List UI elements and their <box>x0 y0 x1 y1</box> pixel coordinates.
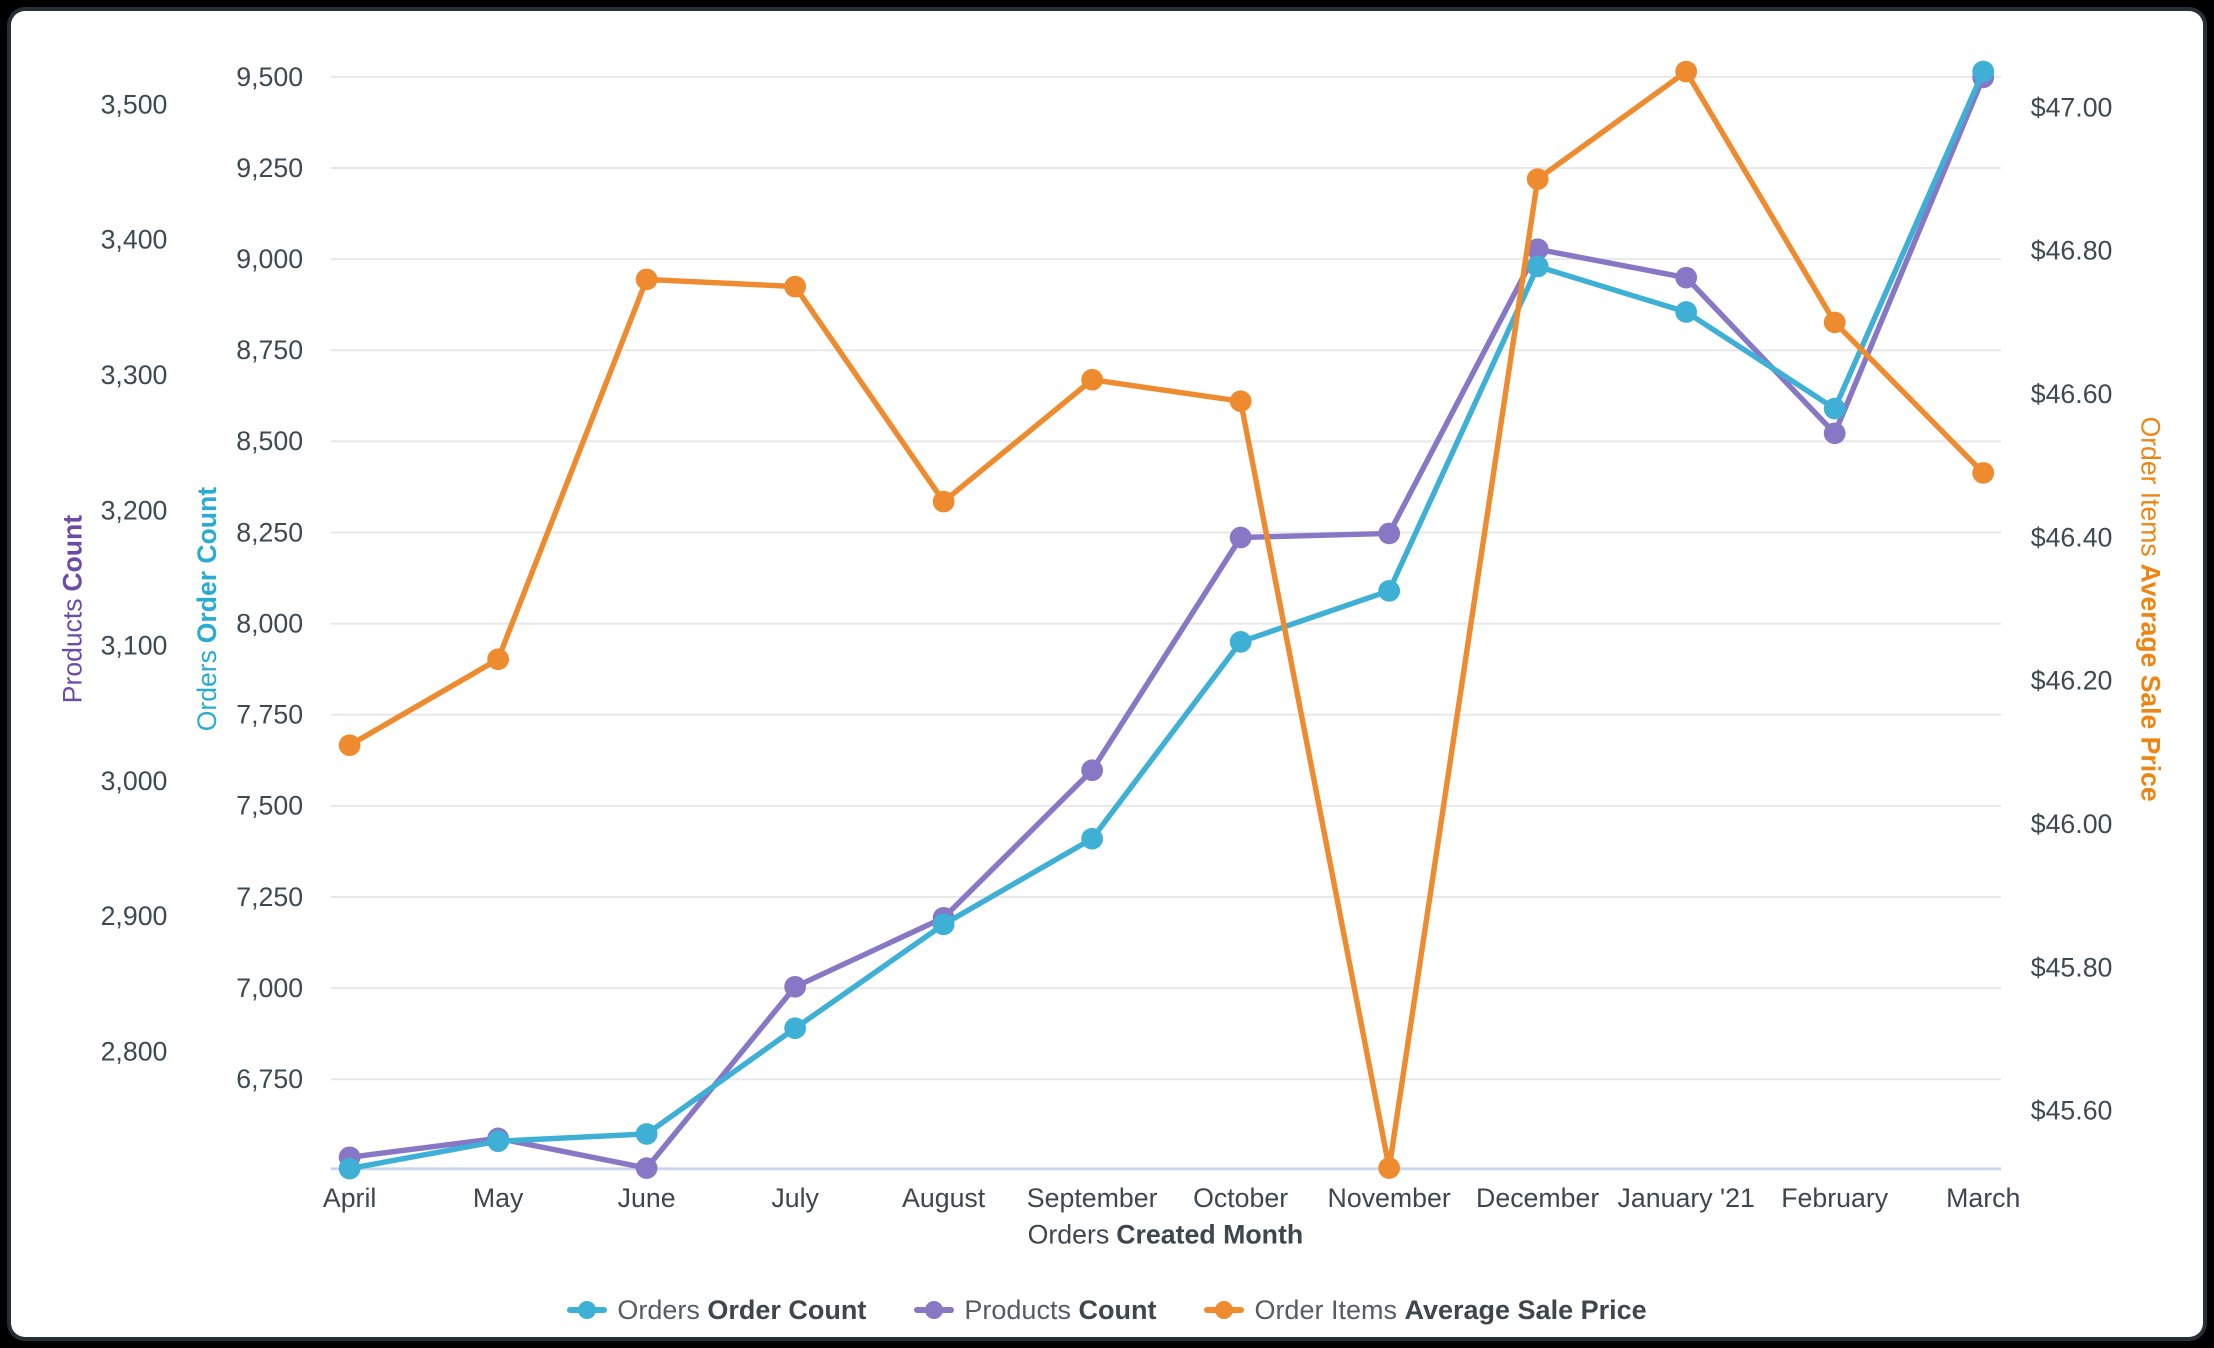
orders-axis-tick-label: 9,500 <box>236 62 303 92</box>
data-point-orders[interactable] <box>1972 60 1995 83</box>
data-point-orders[interactable] <box>1378 580 1401 602</box>
x-axis-tick-label: July <box>771 1183 819 1213</box>
price-axis-ticks: $47.00 $46.80 $46.60 $46.40 $46.20 $46.00 $45.… <box>2031 92 2113 1125</box>
products-axis-tick-label: 3,200 <box>101 495 168 525</box>
orders-axis-tick-label: 9,000 <box>236 244 303 274</box>
data-point-orders[interactable] <box>635 1123 658 1145</box>
orders-axis-tick-label: 9,250 <box>236 153 303 183</box>
orders-axis-tick-label: 8,250 <box>236 517 303 547</box>
products-axis-tick-label: 2,800 <box>101 1037 168 1067</box>
series-line-products <box>346 74 1986 1171</box>
orders-axis-tick-label: 8,000 <box>236 609 303 639</box>
data-point-orders[interactable] <box>784 1017 807 1040</box>
data-point-products[interactable] <box>1229 526 1252 549</box>
x-axis-tick-label: March <box>1946 1183 2020 1213</box>
orders-axis-tick-label: 7,000 <box>236 973 303 1003</box>
data-point-price[interactable] <box>1526 168 1549 190</box>
orders-axis-tick-label: 8,750 <box>236 335 303 365</box>
products-axis-ticks: 3,500 3,400 3,300 3,200 3,100 3,000 2,900 2,800 <box>101 89 168 1066</box>
legend-item-order-items-average-sale-price[interactable]: Order Items Average Sale Price <box>1204 1294 1647 1326</box>
orders-axis-tick-label: 6,750 <box>236 1064 303 1094</box>
chart-card: ProductsCount OrdersOrder Count Order It… <box>11 11 2203 1337</box>
data-point-orders[interactable] <box>1229 631 1252 653</box>
data-point-orders[interactable] <box>1081 827 1104 850</box>
products-axis-tick-label: 3,500 <box>101 89 168 119</box>
x-axis-tick-label: June <box>618 1183 676 1213</box>
data-point-price[interactable] <box>1229 390 1252 413</box>
data-point-orders[interactable] <box>487 1130 510 1153</box>
data-point-price[interactable] <box>635 268 658 291</box>
data-point-price[interactable] <box>1081 368 1104 391</box>
legend-label: Orders Order Count <box>617 1294 867 1325</box>
series-lines <box>338 60 1995 1180</box>
data-point-price[interactable] <box>1972 462 1995 484</box>
x-axis-tick-label: December <box>1476 1183 1599 1213</box>
series-line-price <box>346 68 1986 1171</box>
x-axis-tick-label: October <box>1193 1183 1288 1213</box>
data-point-price[interactable] <box>932 490 955 513</box>
data-point-orders[interactable] <box>338 1157 361 1180</box>
products-axis-title: ProductsCount <box>57 515 87 703</box>
data-point-products[interactable] <box>1675 266 1698 289</box>
legend: Orders Order Count Products Count Order … <box>11 1288 2203 1332</box>
data-point-price[interactable] <box>784 275 807 298</box>
data-point-products[interactable] <box>784 975 807 998</box>
orders-axis-ticks: 9,500 9,250 9,000 8,750 8,500 8,250 8,000 7,750… <box>236 62 303 1094</box>
data-point-price[interactable] <box>487 648 510 671</box>
x-axis-tick-label: September <box>1027 1183 1158 1213</box>
line-chart: ProductsCount OrdersOrder Count Order It… <box>57 60 2166 1250</box>
x-axis-tick-label: January '21 <box>1618 1183 1755 1213</box>
orders-axis-tick-label: 8,500 <box>236 426 303 456</box>
x-axis-tick-label: May <box>473 1183 524 1213</box>
legend-label: Order Items Average Sale Price <box>1254 1294 1647 1325</box>
series-line-orders <box>346 68 1986 1172</box>
data-point-price[interactable] <box>338 734 361 757</box>
legend-item-products-count[interactable]: Products Count <box>914 1295 1156 1326</box>
price-axis-tick-label: $45.80 <box>2031 952 2113 982</box>
orders-axis-title: OrdersOrder Count <box>192 487 222 731</box>
data-point-orders[interactable] <box>1823 397 1846 420</box>
orders-axis-tick-label: 7,500 <box>236 791 303 821</box>
x-axis-tick-label: August <box>902 1183 986 1213</box>
orders-axis-tick-label: 7,750 <box>236 700 303 730</box>
data-point-price[interactable] <box>1378 1157 1401 1179</box>
price-axis-tick-label: $46.60 <box>2031 379 2113 409</box>
price-axis-tick-label: $45.60 <box>2031 1096 2113 1126</box>
data-point-products[interactable] <box>1823 422 1846 445</box>
legend-marker-icon <box>914 1301 955 1319</box>
x-axis-tick-label: February <box>1781 1183 1889 1213</box>
gridlines <box>330 75 2002 1171</box>
x-axis-tick-label: November <box>1328 1183 1451 1213</box>
data-point-price[interactable] <box>1675 60 1698 83</box>
legend-label: Products Count <box>964 1294 1157 1325</box>
price-axis-tick-label: $47.00 <box>2031 92 2113 122</box>
orders-axis-tick-label: 7,250 <box>236 882 303 912</box>
products-axis-tick-label: 3,000 <box>101 766 168 796</box>
products-axis-tick-label: 3,100 <box>101 631 168 661</box>
data-point-products[interactable] <box>635 1157 658 1179</box>
data-point-products[interactable] <box>1378 522 1401 545</box>
price-axis-tick-label: $46.80 <box>2031 236 2113 266</box>
price-axis-tick-label: $46.40 <box>2031 522 2113 552</box>
products-axis-tick-label: 2,900 <box>101 901 168 931</box>
data-point-price[interactable] <box>1823 311 1846 334</box>
products-axis-tick-label: 3,400 <box>101 225 168 255</box>
legend-item-orders-order-count[interactable]: Orders Order Count <box>567 1295 866 1326</box>
data-point-products[interactable] <box>1526 238 1549 261</box>
price-axis-title: Order ItemsAverage Sale Price <box>2136 417 2166 802</box>
data-point-orders[interactable] <box>1526 255 1549 278</box>
products-axis-tick-label: 3,300 <box>101 360 168 390</box>
x-axis-tick-label: April <box>323 1183 376 1213</box>
data-point-orders[interactable] <box>932 913 955 936</box>
data-point-products[interactable] <box>1081 759 1104 782</box>
x-axis-ticks: April May June July August September October No… <box>323 1183 2020 1213</box>
price-axis-tick-label: $46.20 <box>2031 666 2113 696</box>
x-axis-title: Orders Created Month <box>1028 1220 1304 1250</box>
legend-marker-icon <box>567 1301 608 1319</box>
price-axis-tick-label: $46.00 <box>2031 809 2113 839</box>
data-point-orders[interactable] <box>1675 301 1698 323</box>
legend-marker-icon <box>1204 1301 1245 1319</box>
